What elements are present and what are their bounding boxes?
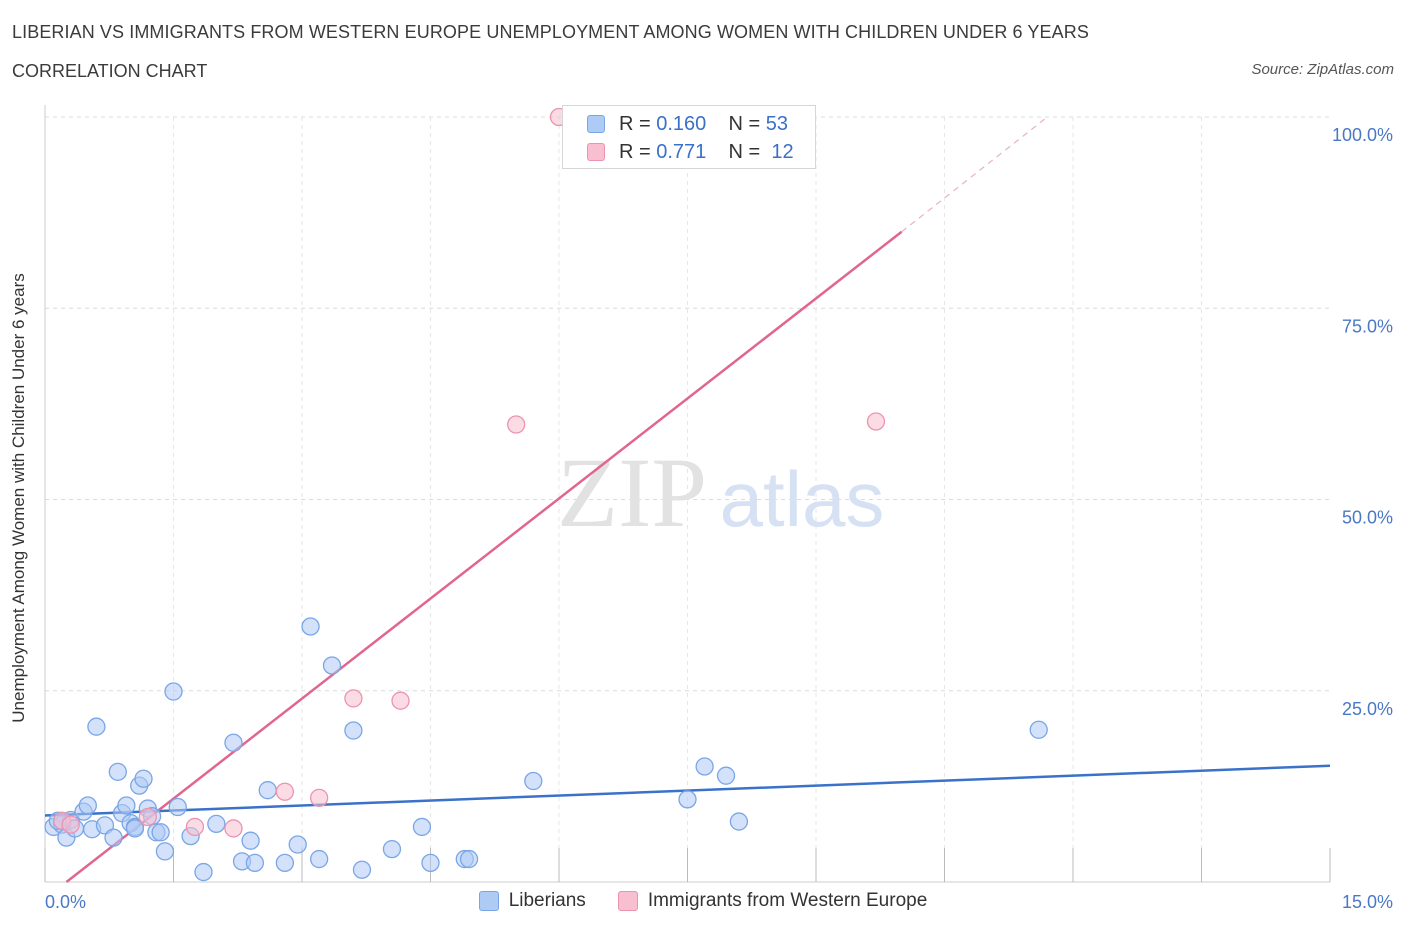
data-points: [44, 107, 1048, 882]
series-legend: Liberians Immigrants from Western Europe: [0, 890, 1406, 912]
point-liberians: [344, 721, 363, 740]
chart-subtitle: CORRELATION CHART: [12, 61, 208, 81]
point-immigrants: [866, 412, 886, 431]
point-liberians: [151, 823, 170, 842]
legend-swatch-liberians: [478, 891, 499, 911]
point-liberians: [104, 828, 123, 847]
legend-r-value: 0.771: [656, 140, 707, 163]
point-immigrants: [507, 415, 526, 434]
point-liberians: [352, 860, 372, 879]
point-liberians: [716, 766, 736, 785]
point-liberians: [168, 797, 187, 817]
point-liberians: [108, 762, 127, 781]
legend-n-label: N =: [728, 112, 761, 135]
point-liberians: [155, 842, 175, 861]
point-liberians: [275, 853, 295, 873]
point-liberians: [258, 781, 277, 800]
legend-r-value: 0.160: [656, 112, 707, 135]
point-liberians: [125, 819, 145, 838]
x-tick-label-max: 15.0%: [1342, 892, 1393, 912]
legend-row-liberians: R = 0.160 N = 53: [587, 113, 788, 135]
point-immigrants: [391, 691, 410, 710]
point-liberians: [134, 769, 153, 788]
watermark: ZIP atlas: [557, 437, 884, 548]
point-liberians: [729, 812, 749, 831]
point-liberians: [412, 817, 432, 837]
chart-title: LIBERIAN VS IMMIGRANTS FROM WESTERN EURO…: [12, 22, 1089, 42]
point-immigrants: [224, 819, 243, 838]
stats-legend: R = 0.160 N = 53 R = 0.771 N = 12: [562, 105, 816, 169]
point-liberians: [207, 814, 226, 834]
legend-row-immigrants: R = 0.771 N = 12: [587, 141, 794, 163]
point-immigrants: [309, 788, 329, 807]
point-liberians: [322, 656, 342, 675]
point-liberians: [459, 849, 479, 869]
point-immigrants: [185, 817, 205, 837]
point-immigrants: [138, 807, 157, 827]
legend-label-immigrants: Immigrants from Western Europe: [647, 890, 928, 911]
point-liberians: [87, 717, 106, 736]
x-tick-label-min: 0.0%: [45, 892, 86, 912]
point-liberians: [524, 771, 543, 791]
point-immigrants: [275, 782, 295, 801]
tick-labels: 25.0% 50.0% 75.0% 100.0% 0.0% 15.0%: [45, 125, 1393, 912]
point-liberians: [194, 862, 213, 882]
point-liberians: [241, 831, 260, 850]
legend-label-liberians: Liberians: [508, 890, 586, 911]
y-tick-label: 100.0%: [1332, 125, 1393, 145]
point-liberians: [224, 733, 243, 752]
point-liberians: [309, 849, 329, 869]
legend-n-label: N =: [728, 140, 761, 163]
legend-r-label: R =: [619, 140, 651, 163]
point-liberians: [1029, 720, 1048, 739]
legend-swatch-liberians: [587, 115, 605, 133]
legend-n-value: 53: [765, 112, 789, 135]
legend-item-immigrants[interactable]: Immigrants from Western Europe: [617, 890, 928, 912]
legend-swatch-immigrants: [617, 891, 638, 911]
point-liberians: [245, 853, 265, 873]
point-liberians: [78, 796, 97, 815]
trend-line-immigrants-extension: [901, 116, 1048, 233]
y-tick-label: 50.0%: [1342, 508, 1393, 528]
point-liberians: [164, 682, 183, 701]
point-liberians: [382, 839, 402, 859]
trend-line-immigrants: [65, 230, 903, 883]
legend-item-liberians[interactable]: Liberians: [478, 890, 586, 912]
legend-r-label: R =: [619, 112, 651, 135]
point-liberians: [421, 853, 440, 873]
point-liberians: [695, 757, 714, 776]
watermark-atlas: atlas: [720, 455, 885, 543]
point-liberians: [288, 835, 307, 854]
legend-n-value: 12: [771, 140, 794, 163]
point-immigrants: [61, 815, 80, 834]
point-liberians: [678, 790, 697, 809]
point-liberians: [117, 796, 136, 815]
y-tick-label: 75.0%: [1342, 316, 1393, 336]
y-tick-label: 25.0%: [1342, 699, 1393, 719]
point-liberians: [301, 617, 320, 636]
axes: [44, 105, 1331, 883]
watermark-zip: ZIP: [557, 437, 707, 548]
source-credit: Source: ZipAtlas.com: [1251, 61, 1394, 78]
point-immigrants: [344, 689, 363, 708]
legend-swatch-immigrants: [587, 143, 605, 161]
